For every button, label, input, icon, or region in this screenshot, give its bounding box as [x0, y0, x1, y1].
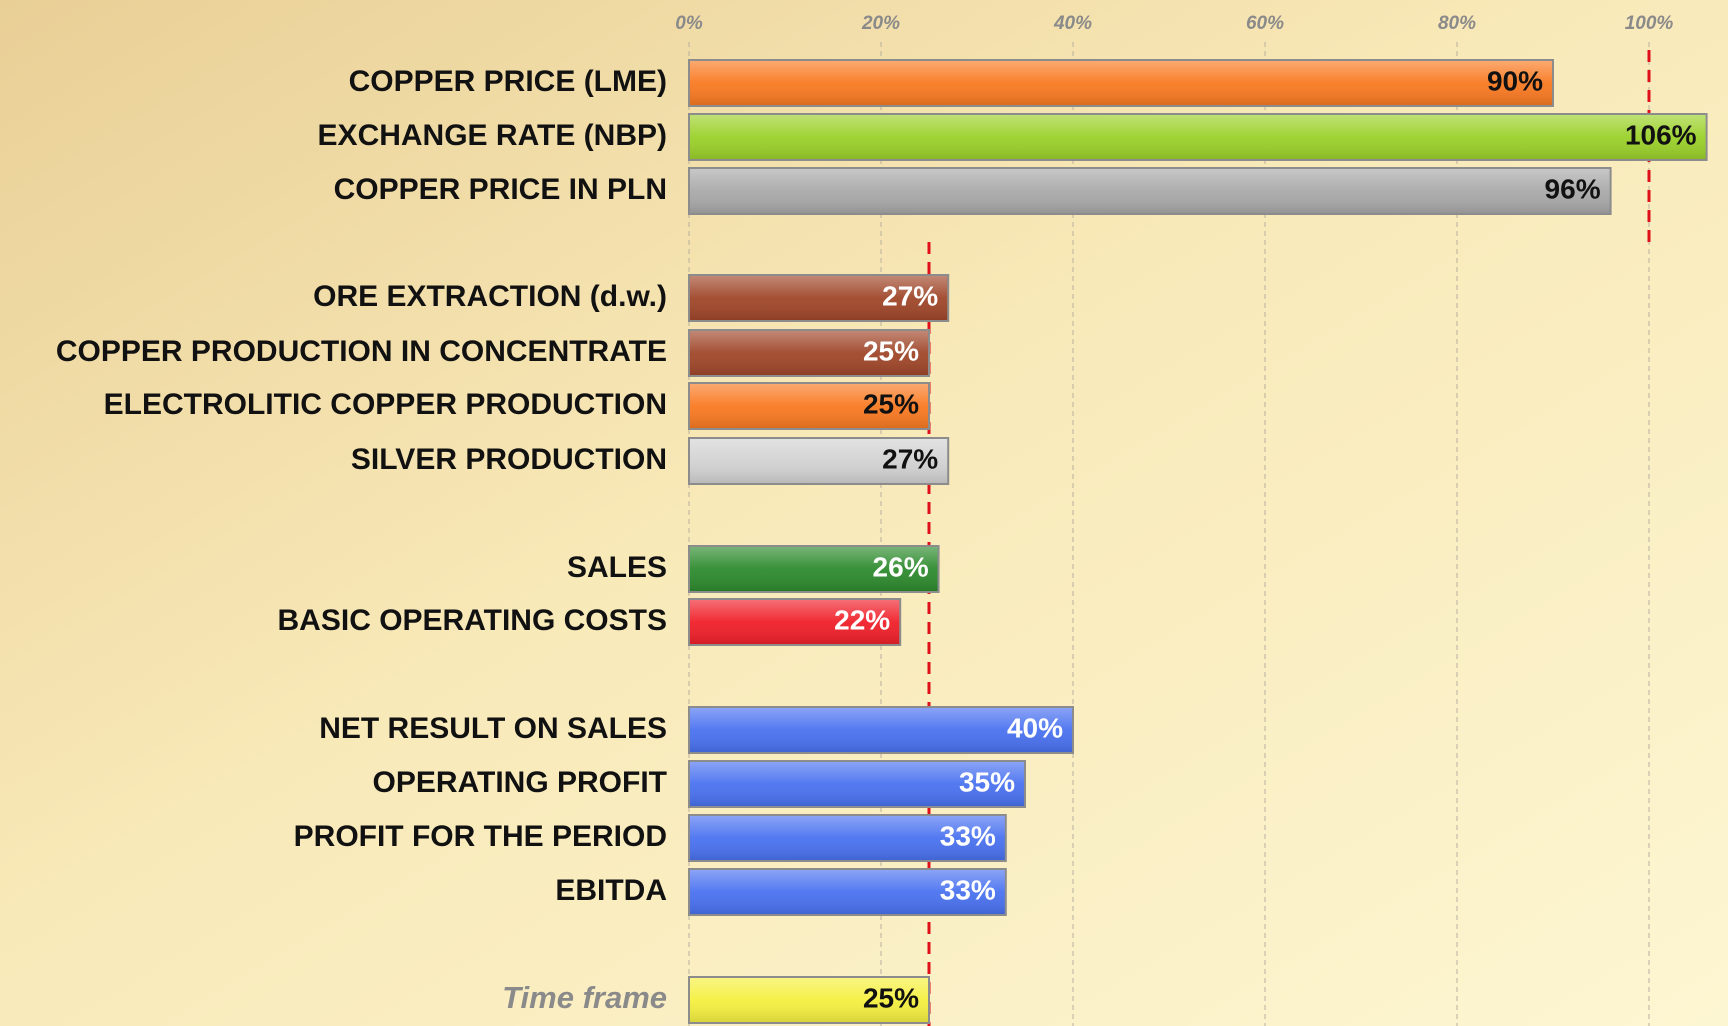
bar-gloss [690, 115, 1706, 159]
value-label: 25% [863, 335, 919, 366]
category-label: OPERATING PROFIT [373, 766, 667, 799]
bar-gloss [690, 762, 1024, 806]
value-label: 96% [1545, 173, 1601, 204]
category-label: Time frame [502, 980, 667, 1015]
value-label: 33% [940, 874, 996, 905]
value-label: 106% [1625, 119, 1697, 150]
x-tick-label: 0% [675, 13, 703, 34]
category-label: EBITDA [555, 874, 667, 907]
x-tick-label: 40% [1053, 13, 1092, 34]
category-label: COPPER PRODUCTION IN CONCENTRATE [56, 335, 667, 368]
x-tick-label: 100% [1625, 13, 1674, 34]
bar-gloss [690, 708, 1072, 752]
value-label: 35% [959, 766, 1015, 797]
category-label: BASIC OPERATING COSTS [278, 604, 667, 637]
bar-gloss [690, 276, 948, 320]
category-label: EXCHANGE RATE (NBP) [318, 119, 667, 152]
bar-gloss [690, 978, 928, 1022]
category-label: NET RESULT ON SALES [319, 712, 667, 745]
category-label: COPPER PRICE (LME) [349, 65, 667, 98]
value-label: 40% [1007, 712, 1063, 743]
bar-gloss [690, 169, 1610, 213]
category-label: ORE EXTRACTION (d.w.) [313, 280, 667, 313]
value-label: 90% [1487, 65, 1543, 96]
x-tick-label: 60% [1246, 13, 1284, 34]
bar-gloss [690, 547, 938, 591]
category-label: COPPER PRICE IN PLN [334, 173, 667, 206]
value-label: 27% [882, 280, 938, 311]
x-tick-label: 20% [861, 13, 900, 34]
value-label: 27% [882, 443, 938, 474]
category-label: PROFIT FOR THE PERIOD [294, 820, 667, 853]
value-label: 26% [873, 551, 929, 582]
x-tick-label: 80% [1438, 13, 1476, 34]
value-label: 25% [863, 982, 919, 1013]
value-label: 22% [834, 604, 890, 635]
bar-gloss [690, 384, 928, 428]
bar-gloss [690, 331, 928, 375]
category-label: ELECTROLITIC COPPER PRODUCTION [104, 388, 667, 421]
bar-gloss [690, 61, 1552, 105]
bar-gloss [690, 439, 948, 483]
bar-gloss [690, 816, 1005, 860]
value-label: 33% [940, 820, 996, 851]
bar-gloss [690, 870, 1005, 914]
bar-gloss [690, 600, 900, 644]
category-label: SILVER PRODUCTION [351, 443, 667, 476]
category-label: SALES [567, 551, 667, 584]
value-label: 25% [863, 388, 919, 419]
